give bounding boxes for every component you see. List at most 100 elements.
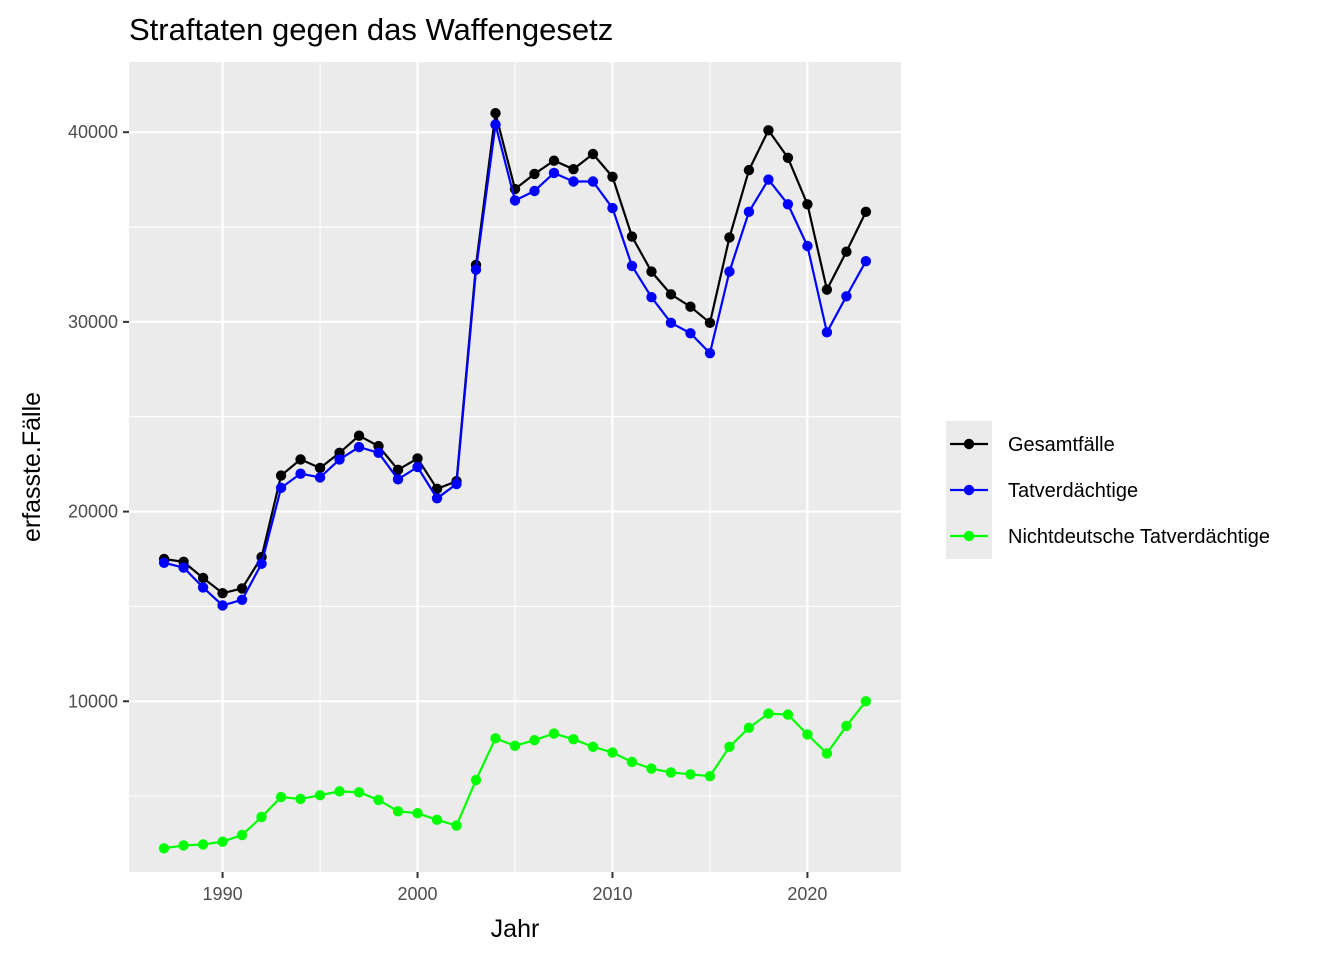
data-point — [451, 478, 462, 490]
data-point — [412, 453, 423, 464]
series-layer — [158, 108, 872, 854]
data-point — [607, 747, 618, 758]
data-point — [236, 594, 248, 605]
data-point — [470, 264, 482, 275]
data-point — [197, 839, 209, 850]
data-point — [587, 741, 599, 753]
data-point — [529, 168, 540, 180]
x-tick-label: 2010 — [592, 884, 632, 904]
data-point — [353, 787, 365, 798]
data-point — [256, 811, 267, 823]
data-point — [158, 843, 170, 854]
data-point — [158, 557, 170, 568]
data-point — [646, 266, 657, 277]
data-point — [763, 174, 774, 185]
data-point — [373, 447, 384, 458]
data-point — [529, 185, 540, 197]
data-point — [587, 148, 599, 160]
data-point — [704, 771, 716, 782]
data-point — [724, 266, 735, 277]
data-point — [685, 769, 696, 780]
data-point — [548, 155, 560, 166]
data-point — [392, 806, 404, 817]
data-point — [782, 709, 794, 720]
data-point — [802, 240, 813, 252]
data-point — [821, 748, 833, 759]
data-point — [275, 791, 287, 803]
data-point — [568, 734, 579, 745]
data-point — [743, 206, 755, 218]
data-point — [646, 292, 657, 303]
data-point — [548, 728, 560, 739]
series-group — [158, 119, 872, 611]
data-point — [470, 774, 482, 786]
data-point — [334, 454, 345, 465]
legend-key-point — [963, 484, 975, 496]
data-point — [256, 558, 267, 569]
data-point — [802, 199, 813, 210]
data-point — [802, 729, 813, 740]
data-point — [412, 461, 423, 473]
data-point — [353, 441, 365, 453]
legend-label: Tatverdächtige — [1008, 480, 1138, 502]
data-point — [821, 327, 833, 338]
legend-key-point — [963, 530, 975, 542]
data-point — [451, 820, 462, 831]
data-point — [782, 152, 794, 163]
legend-key-point — [963, 438, 975, 450]
data-point — [665, 317, 677, 329]
y-tick-label: 30000 — [68, 312, 118, 332]
data-point — [197, 582, 209, 593]
data-point — [665, 767, 677, 778]
data-point — [607, 202, 618, 214]
y-tick-label: 40000 — [68, 122, 118, 142]
data-point — [743, 164, 755, 176]
data-point — [860, 696, 872, 707]
data-point — [295, 454, 306, 465]
x-tick-label: 2020 — [787, 884, 827, 904]
data-point — [217, 600, 228, 611]
data-point — [217, 836, 228, 847]
data-point — [665, 289, 677, 300]
data-point — [490, 108, 501, 119]
series-group — [158, 696, 872, 854]
data-point — [821, 284, 833, 295]
data-point — [314, 789, 326, 801]
data-point — [626, 231, 638, 242]
data-point — [353, 430, 365, 441]
data-point — [685, 328, 696, 339]
data-point — [236, 829, 248, 841]
axes-layer: 1990 2000 2010 2020 10000 20000 30000 40000 — [68, 122, 828, 904]
data-point — [568, 176, 579, 187]
data-point — [314, 472, 326, 483]
data-point — [841, 246, 852, 257]
chart-title: Straftaten gegen das Waffengesetz — [129, 12, 613, 47]
data-point — [860, 206, 872, 218]
data-point — [275, 470, 287, 481]
data-point — [275, 482, 287, 494]
data-point — [295, 793, 306, 805]
y-tick-label: 10000 — [68, 691, 118, 711]
data-point — [509, 195, 521, 206]
data-point — [431, 493, 443, 504]
data-point — [743, 722, 755, 734]
legend: Gesamtfälle Tatverdächtige Nichtdeutsche T… — [946, 421, 1270, 559]
data-point — [841, 720, 852, 732]
data-point — [607, 171, 618, 182]
data-point — [314, 462, 326, 474]
data-point — [704, 317, 716, 329]
data-point — [217, 587, 228, 599]
data-point — [529, 734, 540, 746]
data-point — [392, 464, 404, 476]
data-point — [646, 763, 657, 774]
legend-label: Gesamtfälle — [1008, 434, 1115, 456]
y-axis-title: erfasste.Fälle — [18, 392, 46, 542]
x-axis-title: Jahr — [491, 915, 540, 943]
data-point — [763, 708, 774, 719]
data-point — [178, 562, 189, 573]
data-point — [509, 740, 521, 752]
data-point — [431, 814, 443, 826]
data-point — [724, 741, 735, 753]
